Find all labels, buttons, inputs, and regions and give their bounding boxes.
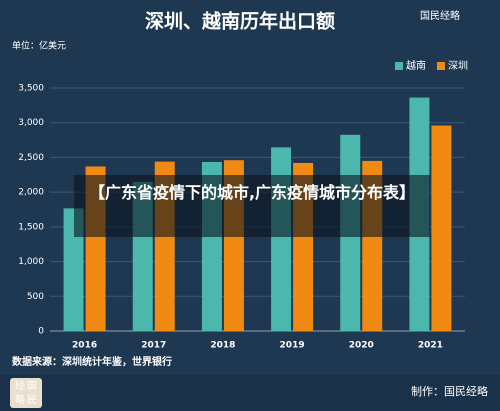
badge-char: 经 bbox=[15, 379, 25, 392]
legend-label: 越南 bbox=[406, 59, 426, 72]
y-tick-label: 2,500 bbox=[18, 153, 44, 163]
legend-swatch bbox=[437, 62, 445, 70]
x-tick-label: 2018 bbox=[210, 341, 235, 351]
y-tick-label: 1,500 bbox=[18, 222, 44, 232]
badge-char: 民 bbox=[27, 394, 37, 406]
y-tick-label: 0 bbox=[38, 327, 44, 337]
badge-char: 略 bbox=[15, 393, 25, 406]
legend-swatch bbox=[395, 62, 403, 70]
chart-title: 深圳、越南历年出口额 bbox=[145, 10, 335, 33]
x-tick-label: 2016 bbox=[72, 341, 97, 351]
footer-strip bbox=[0, 375, 500, 411]
y-tick-label: 500 bbox=[27, 292, 44, 302]
bar bbox=[63, 208, 84, 331]
unit-label: 单位：亿美元 bbox=[12, 40, 66, 52]
x-tick-label: 2021 bbox=[418, 341, 443, 351]
x-tick-label: 2020 bbox=[349, 341, 374, 351]
banner: 【广东省疫情下的城市,广东疫情城市分布表】 bbox=[74, 175, 430, 237]
y-tick-label: 3,000 bbox=[18, 118, 44, 128]
source: 数据来源：深圳统计年鉴，世界银行 bbox=[12, 355, 172, 368]
logo: 国民经略 bbox=[420, 9, 460, 22]
x-tick-label: 2019 bbox=[280, 341, 305, 351]
y-tick-label: 1,000 bbox=[18, 257, 44, 267]
x-tick-label: 2017 bbox=[141, 341, 166, 351]
legend-label: 深圳 bbox=[448, 60, 468, 72]
bar bbox=[431, 125, 452, 332]
badge-char: 国 bbox=[27, 380, 37, 392]
badge-box bbox=[10, 378, 42, 408]
y-tick-label: 2,000 bbox=[18, 188, 44, 198]
y-tick-label: 3,500 bbox=[18, 84, 44, 94]
credit: 制作：国民经略 bbox=[411, 384, 488, 398]
